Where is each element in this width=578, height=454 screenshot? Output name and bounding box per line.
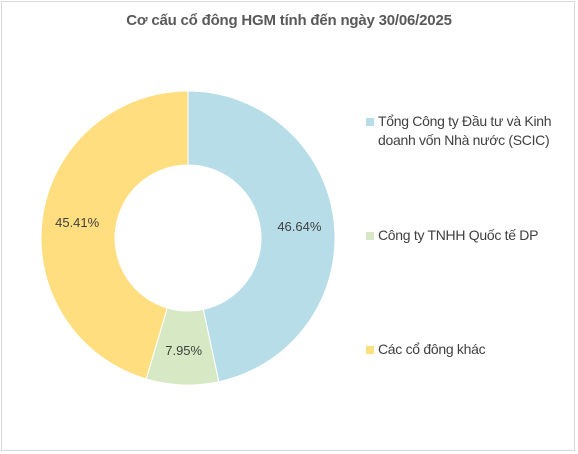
value-label-scic: 46.64% [277, 219, 322, 234]
donut-value-labels: 46.64% 7.95% 45.41% [55, 215, 322, 358]
legend-label-others: Các cổ đông khác [378, 341, 486, 357]
legend-swatch-dp [366, 232, 374, 240]
value-label-others: 45.41% [55, 215, 100, 230]
slice-scic [187, 90, 336, 383]
slice-others [40, 90, 189, 380]
legend-swatch-others [366, 346, 374, 354]
value-label-dp: 7.95% [165, 343, 202, 358]
donut-slices [40, 90, 336, 386]
chart-title: Cơ cấu cổ đông HGM tính đến ngày 30/06/2… [126, 12, 452, 29]
legend-label-scic: Tổng Công ty Đầu tư và Kinh doanh vốn Nh… [378, 113, 552, 148]
legend-swatch-scic [366, 118, 374, 126]
legend-label-dp: Công ty TNHH Quốc tế DP [378, 227, 539, 243]
